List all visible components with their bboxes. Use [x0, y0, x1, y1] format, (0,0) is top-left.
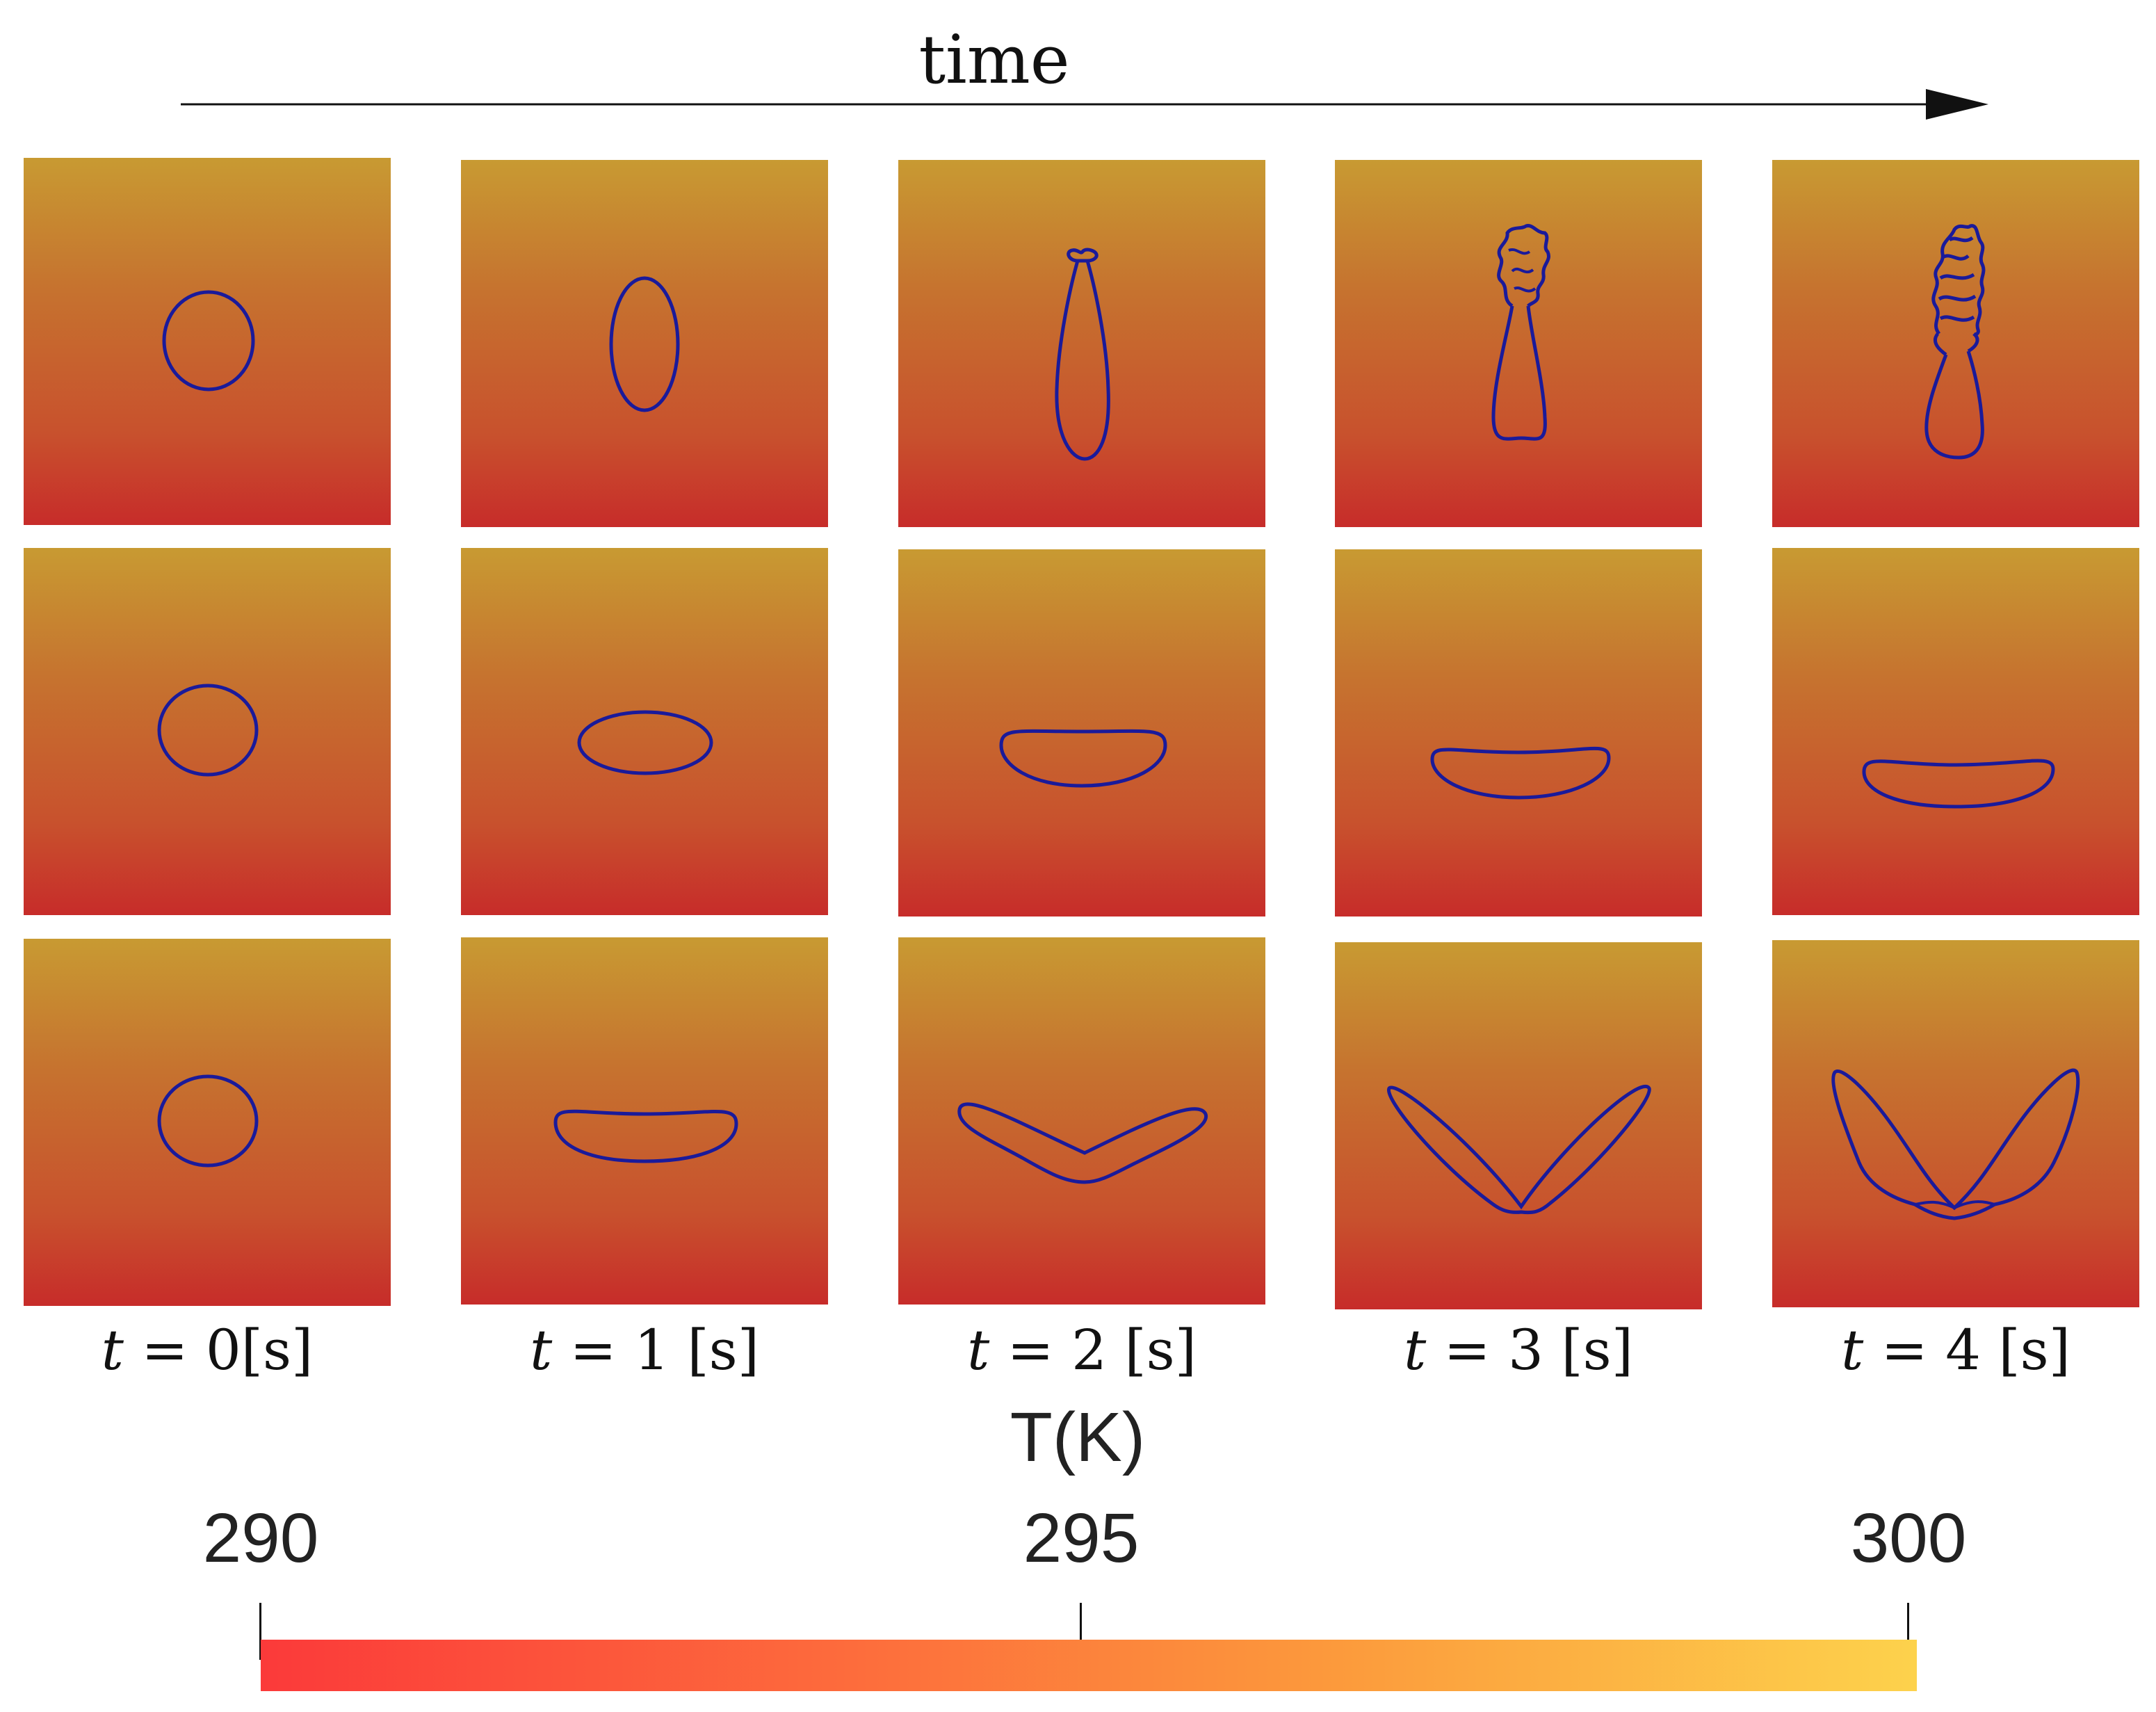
panel-r3-t2: [898, 937, 1265, 1305]
time-axis-title: time: [918, 21, 1070, 99]
panel-r1-t4: [1772, 160, 2139, 527]
colorbar-title: T(K): [1010, 1398, 1146, 1476]
panel-r2-t3: [1335, 549, 1702, 916]
panel-r3-t0: [24, 939, 391, 1306]
colorbar-tick-label-290: 290: [202, 1499, 319, 1577]
time-arrow: [181, 89, 1988, 120]
colorbar-gradient: [261, 1640, 1917, 1691]
panel-r3-t3: [1335, 942, 1702, 1309]
colorbar-tick-300: [1907, 1603, 1909, 1660]
panel-r1-t1: [461, 160, 828, 527]
time-label-0: t = 0[s]: [101, 1318, 314, 1382]
panel-r2-t1: [461, 548, 828, 915]
panel-r1-t2: [898, 160, 1265, 527]
colorbar-tick-290: [259, 1603, 261, 1660]
time-label-1: t = 1 [s]: [530, 1318, 759, 1382]
panel-r1-t0: [24, 158, 391, 525]
colorbar-tick-295: [1080, 1603, 1082, 1660]
panel-r2-t4: [1772, 548, 2139, 915]
panel-r3-t4: [1772, 940, 2139, 1307]
time-label-4: t = 4 [s]: [1841, 1318, 2070, 1382]
panel-r2-t0: [24, 548, 391, 915]
panel-r2-t2: [898, 549, 1265, 916]
colorbar-tick-label-300: 300: [1850, 1499, 1967, 1577]
time-label-3: t = 3 [s]: [1404, 1318, 1633, 1382]
colorbar-tick-label-295: 295: [1023, 1499, 1140, 1577]
panel-r1-t3: [1335, 160, 1702, 527]
time-label-2: t = 2 [s]: [967, 1318, 1197, 1382]
panel-r3-t1: [461, 937, 828, 1305]
